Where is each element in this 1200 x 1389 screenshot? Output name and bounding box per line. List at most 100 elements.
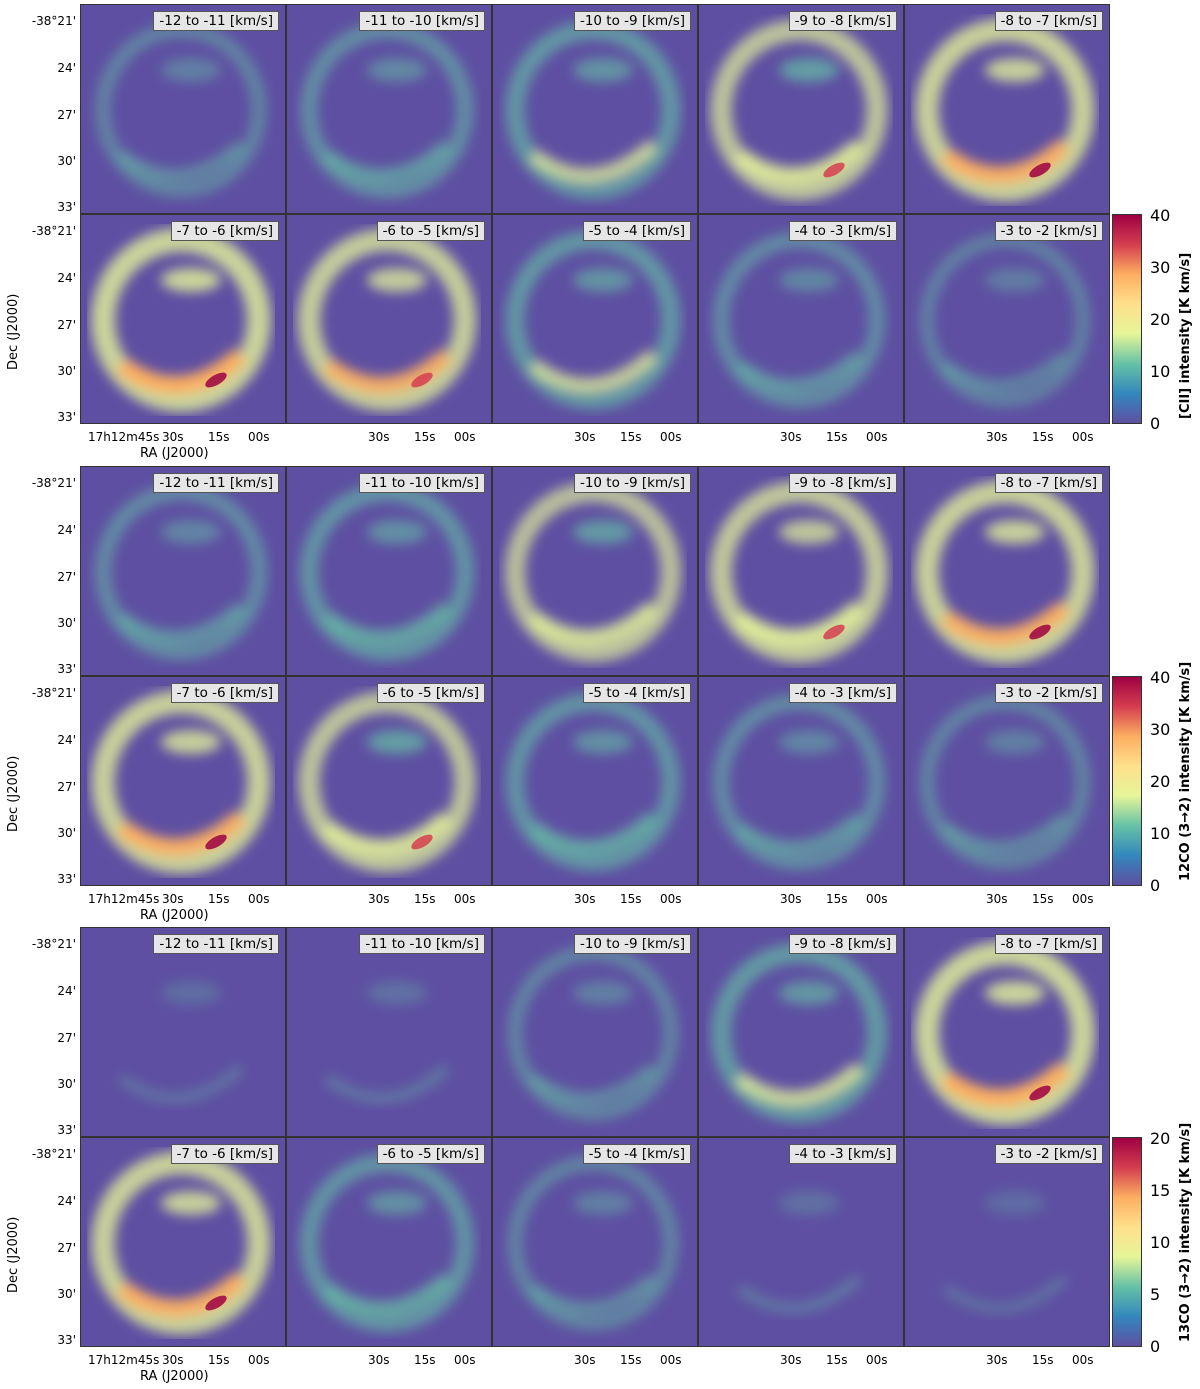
intensity-map — [81, 5, 285, 213]
channel-panel: -10 to -9 [km/s] — [492, 4, 698, 214]
ra-tick-label: 00s — [454, 1353, 476, 1367]
dec-tick-label: 33' — [57, 661, 76, 676]
intensity-map — [493, 215, 697, 423]
ra-tick-label: 30s — [368, 892, 390, 906]
colorbar-label: [CII] intensity [K km/s] — [1178, 252, 1193, 419]
ra-tick-label: 15s — [620, 430, 642, 444]
panel-velocity-label: -9 to -8 [km/s] — [788, 934, 897, 954]
ra-tick-label: 30s — [162, 892, 184, 906]
channel-panel: -6 to -5 [km/s] — [286, 676, 492, 886]
dec-tick-label: 33' — [57, 1122, 76, 1137]
channel-panel: -3 to -2 [km/s] — [904, 214, 1110, 424]
intensity-map — [287, 677, 491, 885]
dec-tick-label: -38°21' — [31, 686, 76, 701]
y-axis-label: Dec (J2000) — [6, 293, 21, 370]
colorbar-tick-label: 40 — [1150, 668, 1171, 687]
colorbar — [1112, 214, 1142, 424]
intensity-map — [493, 5, 697, 213]
ra-tick-label: 15s — [826, 892, 848, 906]
channel-panel: -9 to -8 [km/s] — [698, 927, 904, 1137]
channel-panel: -3 to -2 [km/s] — [904, 1137, 1110, 1347]
dec-tick-label: 27' — [57, 779, 76, 794]
ra-tick-label: 30s — [780, 430, 802, 444]
intensity-map — [287, 5, 491, 213]
channel-panel: -7 to -6 [km/s] — [80, 214, 286, 424]
ra-tick-label: 00s — [454, 892, 476, 906]
channel-panel: -10 to -9 [km/s] — [492, 927, 698, 1137]
intensity-map — [905, 215, 1109, 423]
dec-tick-label: 33' — [57, 409, 76, 424]
dec-tick-label: -38°21' — [31, 224, 76, 239]
ra-tick-label: 30s — [574, 1353, 596, 1367]
channel-panel: -6 to -5 [km/s] — [286, 214, 492, 424]
ra-tick-label: 15s — [620, 1353, 642, 1367]
channel-panel: -5 to -4 [km/s] — [492, 1137, 698, 1347]
panel-velocity-label: -11 to -10 [km/s] — [359, 934, 485, 954]
colorbar-tick-label: 30 — [1150, 258, 1171, 277]
dec-tick-label: 30' — [57, 826, 76, 841]
dec-tick-label: 30' — [57, 1077, 76, 1092]
channel-panel: -5 to -4 [km/s] — [492, 214, 698, 424]
colorbar-tick-label: 30 — [1150, 720, 1171, 739]
colorbar-tick-label: 0 — [1150, 876, 1161, 895]
ra-tick-label: 00s — [866, 1353, 888, 1367]
intensity-map — [287, 215, 491, 423]
channel-panel: -9 to -8 [km/s] — [698, 4, 904, 214]
dec-tick-label: 30' — [57, 364, 76, 379]
intensity-map — [287, 928, 491, 1136]
colorbar-label: 13CO (3→2) intensity [K km/s] — [1178, 1122, 1193, 1342]
dec-tick-label: -38°21' — [31, 1147, 76, 1162]
x-axis-label: RA (J2000) — [140, 446, 209, 461]
intensity-map — [699, 1138, 903, 1346]
ra-tick-label: 15s — [414, 1353, 436, 1367]
y-axis-label: Dec (J2000) — [6, 755, 21, 832]
dec-tick-label: 27' — [57, 1030, 76, 1045]
intensity-map — [905, 467, 1109, 675]
channel-panel: -4 to -3 [km/s] — [698, 214, 904, 424]
panel-velocity-label: -6 to -5 [km/s] — [376, 221, 485, 241]
ra-tick-label: 00s — [660, 430, 682, 444]
colorbar-label: 12CO (3→2) intensity [K km/s] — [1178, 661, 1193, 881]
dec-tick-label: 33' — [57, 199, 76, 214]
ra-tick-label: 00s — [248, 892, 270, 906]
colorbar-tick-label: 10 — [1150, 1233, 1171, 1252]
panel-velocity-label: -5 to -4 [km/s] — [582, 1144, 691, 1164]
ra-tick-label: 30s — [574, 892, 596, 906]
channel-panel: -12 to -11 [km/s] — [80, 466, 286, 676]
ra-tick-label: 30s — [780, 1353, 802, 1367]
intensity-map — [699, 215, 903, 423]
intensity-map — [493, 677, 697, 885]
dec-tick-label: -38°21' — [31, 476, 76, 491]
ra-tick-label: 00s — [866, 892, 888, 906]
ra-tick-label: 15s — [826, 430, 848, 444]
ra-tick-label: 30s — [986, 892, 1008, 906]
channel-panel: -10 to -9 [km/s] — [492, 466, 698, 676]
colorbar-tick-label: 20 — [1150, 772, 1171, 791]
panel-velocity-label: -3 to -2 [km/s] — [994, 1144, 1103, 1164]
ra-tick-label: 00s — [1072, 892, 1094, 906]
channel-panel: -6 to -5 [km/s] — [286, 1137, 492, 1347]
intensity-map — [81, 467, 285, 675]
panel-velocity-label: -5 to -4 [km/s] — [582, 221, 691, 241]
panel-velocity-label: -6 to -5 [km/s] — [376, 683, 485, 703]
intensity-map — [81, 215, 285, 423]
colorbar-tick-label: 10 — [1150, 824, 1171, 843]
dec-tick-label: 27' — [57, 1240, 76, 1255]
channel-panel: -8 to -7 [km/s] — [904, 466, 1110, 676]
dec-tick-label: 24' — [57, 983, 76, 998]
panel-velocity-label: -4 to -3 [km/s] — [788, 1144, 897, 1164]
colorbar-tick-label: 15 — [1150, 1181, 1171, 1200]
intensity-map — [699, 928, 903, 1136]
panel-velocity-label: -7 to -6 [km/s] — [170, 221, 279, 241]
colorbar-tick-label: 5 — [1150, 1285, 1161, 1304]
intensity-map — [81, 1138, 285, 1346]
x-axis-label: RA (J2000) — [140, 1369, 209, 1384]
ra-tick-label: 15s — [208, 1353, 230, 1367]
ra-tick-label: 30s — [162, 1353, 184, 1367]
channel-panel: -11 to -10 [km/s] — [286, 4, 492, 214]
intensity-map — [905, 928, 1109, 1136]
panel-velocity-label: -10 to -9 [km/s] — [573, 473, 691, 493]
panel-velocity-label: -11 to -10 [km/s] — [359, 11, 485, 31]
ra-tick-label: 00s — [454, 430, 476, 444]
channel-panel: -11 to -10 [km/s] — [286, 927, 492, 1137]
